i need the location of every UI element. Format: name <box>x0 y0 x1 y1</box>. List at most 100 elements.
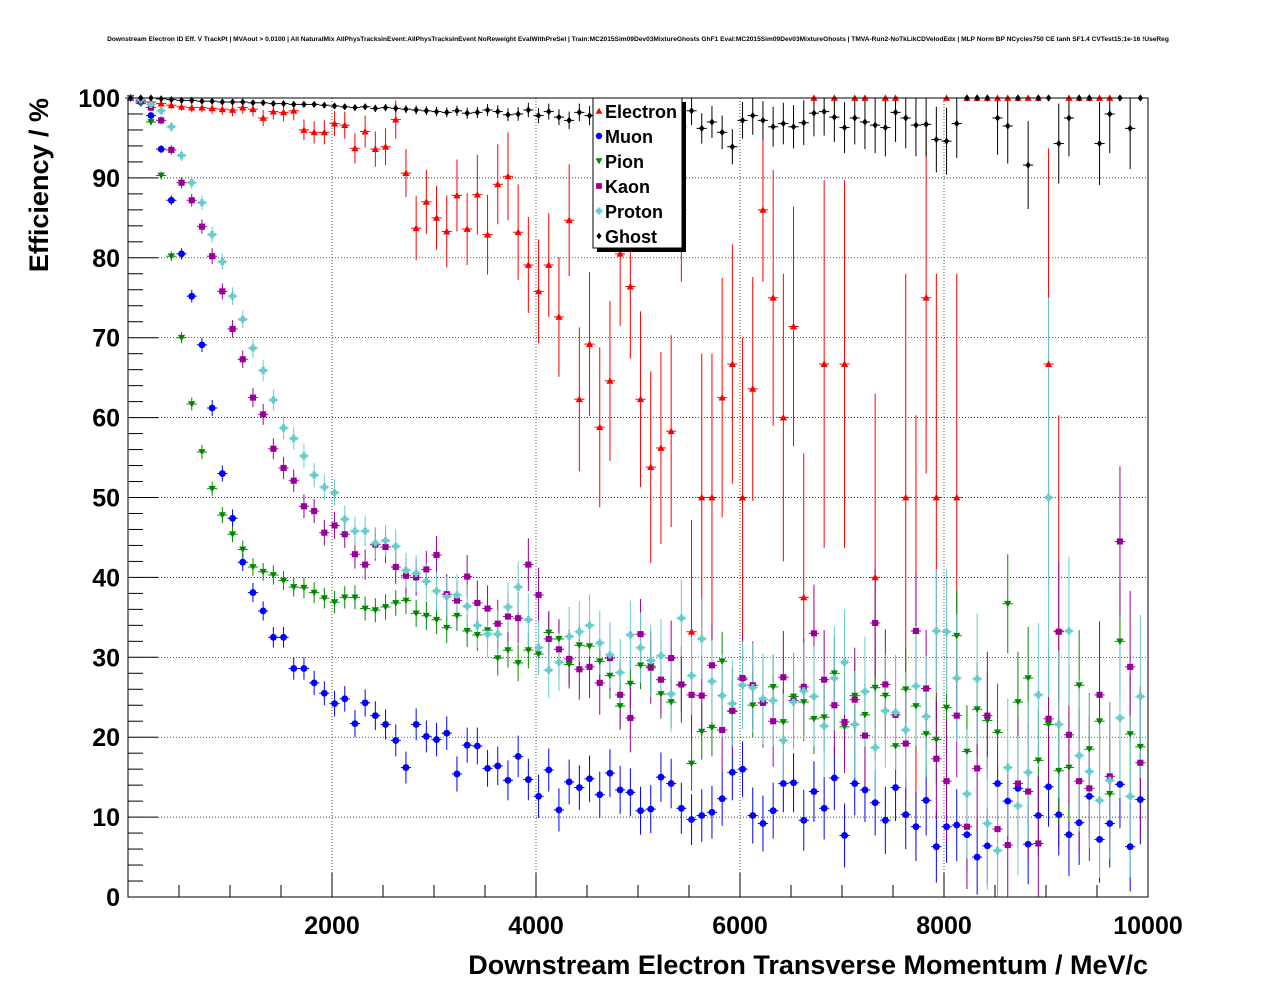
muon-point <box>178 250 185 258</box>
kaon-point <box>525 561 532 568</box>
electron-point <box>381 143 390 150</box>
ghost-point <box>199 97 205 105</box>
legend-marker-pion <box>595 158 603 165</box>
electron-point <box>545 261 553 268</box>
proton-point <box>963 790 971 798</box>
pion-point <box>881 692 889 700</box>
pion-point <box>1126 731 1134 738</box>
muon-point <box>902 811 910 819</box>
ghost-point <box>505 111 511 119</box>
proton-point <box>942 628 951 636</box>
pion-point <box>361 605 369 613</box>
muon-point <box>382 720 389 728</box>
kaon-series <box>127 94 1144 849</box>
electron-point <box>269 107 277 115</box>
kaon-point <box>331 522 338 529</box>
kaon-point <box>943 778 950 785</box>
proton-point <box>769 696 777 705</box>
pion-point <box>341 594 349 601</box>
proton-point <box>371 539 379 547</box>
x-axis-ticks: 2000 4000 6000 8000 10000 <box>178 873 1183 940</box>
muon-point <box>973 853 981 861</box>
chart-title: Downstream Electron ID Eff. V TrackPt | … <box>107 36 1169 43</box>
proton-point <box>1065 627 1073 635</box>
ghost-point <box>158 95 164 103</box>
ghost-point <box>913 121 919 129</box>
muon-point <box>433 736 440 744</box>
ghost-point <box>413 106 419 114</box>
proton-point <box>657 652 665 660</box>
kaon-point <box>984 712 991 719</box>
electron-point <box>351 144 359 152</box>
pion-point <box>198 449 206 456</box>
proton-point <box>279 424 288 432</box>
y-tick-label: 100 <box>78 85 120 113</box>
proton-point <box>249 344 257 352</box>
muon-point <box>943 823 950 831</box>
kaon-point <box>770 718 777 725</box>
pion-point <box>1106 791 1114 798</box>
proton-point <box>596 639 604 647</box>
electron-point <box>228 106 237 113</box>
ghost-point <box>546 107 552 116</box>
ghost-point <box>892 108 899 116</box>
ghost-point <box>923 120 929 128</box>
kaon-point <box>341 531 348 538</box>
muon-point <box>800 816 808 824</box>
kaon-point <box>1035 840 1042 847</box>
proton-point <box>708 677 716 685</box>
proton-point <box>351 527 359 535</box>
proton-point <box>177 151 186 160</box>
kaon-point <box>1014 780 1022 787</box>
electron-point <box>157 99 165 107</box>
pion-point <box>1014 699 1022 706</box>
legend-marker-proton <box>595 207 603 215</box>
muon-point <box>820 804 828 812</box>
ghost-point <box>1107 110 1113 118</box>
kaon-point <box>188 197 195 204</box>
muon-point <box>1024 840 1032 848</box>
proton-point <box>626 631 634 639</box>
ghost-point <box>1066 114 1072 122</box>
y-tick-label: 0 <box>106 884 120 912</box>
pion-point <box>300 584 308 592</box>
proton-point <box>718 692 726 700</box>
muon-point <box>320 689 328 697</box>
muon-point <box>229 514 236 522</box>
pion-point <box>1095 718 1104 725</box>
ghost-point <box>393 104 399 112</box>
y-tick-label: 30 <box>92 644 120 672</box>
electron-point <box>259 114 267 121</box>
y-tick-label: 70 <box>92 325 120 353</box>
muon-point <box>463 741 471 749</box>
electron-point <box>667 427 675 435</box>
proton-point <box>647 656 655 665</box>
electron-point <box>626 282 634 290</box>
electron-point <box>596 423 604 431</box>
ghost-point <box>872 121 878 129</box>
electron-point <box>249 105 257 113</box>
pion-point <box>381 604 390 611</box>
kaon-point <box>974 765 981 772</box>
pion-point <box>636 662 645 669</box>
muon-point <box>677 804 685 812</box>
kaon-point <box>657 676 665 683</box>
kaon-point <box>290 477 297 484</box>
muon-point <box>300 665 308 672</box>
pion-point <box>698 728 706 736</box>
muon-point <box>443 729 451 737</box>
y-tick-label: 90 <box>92 165 120 193</box>
ghost-point <box>1096 139 1103 148</box>
proton-point <box>861 688 869 696</box>
electron-point <box>483 231 492 238</box>
legend-label-kaon: Kaon <box>605 177 650 197</box>
kaon-point <box>882 681 889 688</box>
electron-point <box>392 115 400 123</box>
proton-point <box>891 708 900 717</box>
electron-point <box>953 493 961 501</box>
ghost-point <box>933 135 940 144</box>
proton-point <box>473 621 481 629</box>
electron-point <box>606 377 614 384</box>
proton-point <box>953 674 961 682</box>
ghost-point <box>576 108 583 116</box>
